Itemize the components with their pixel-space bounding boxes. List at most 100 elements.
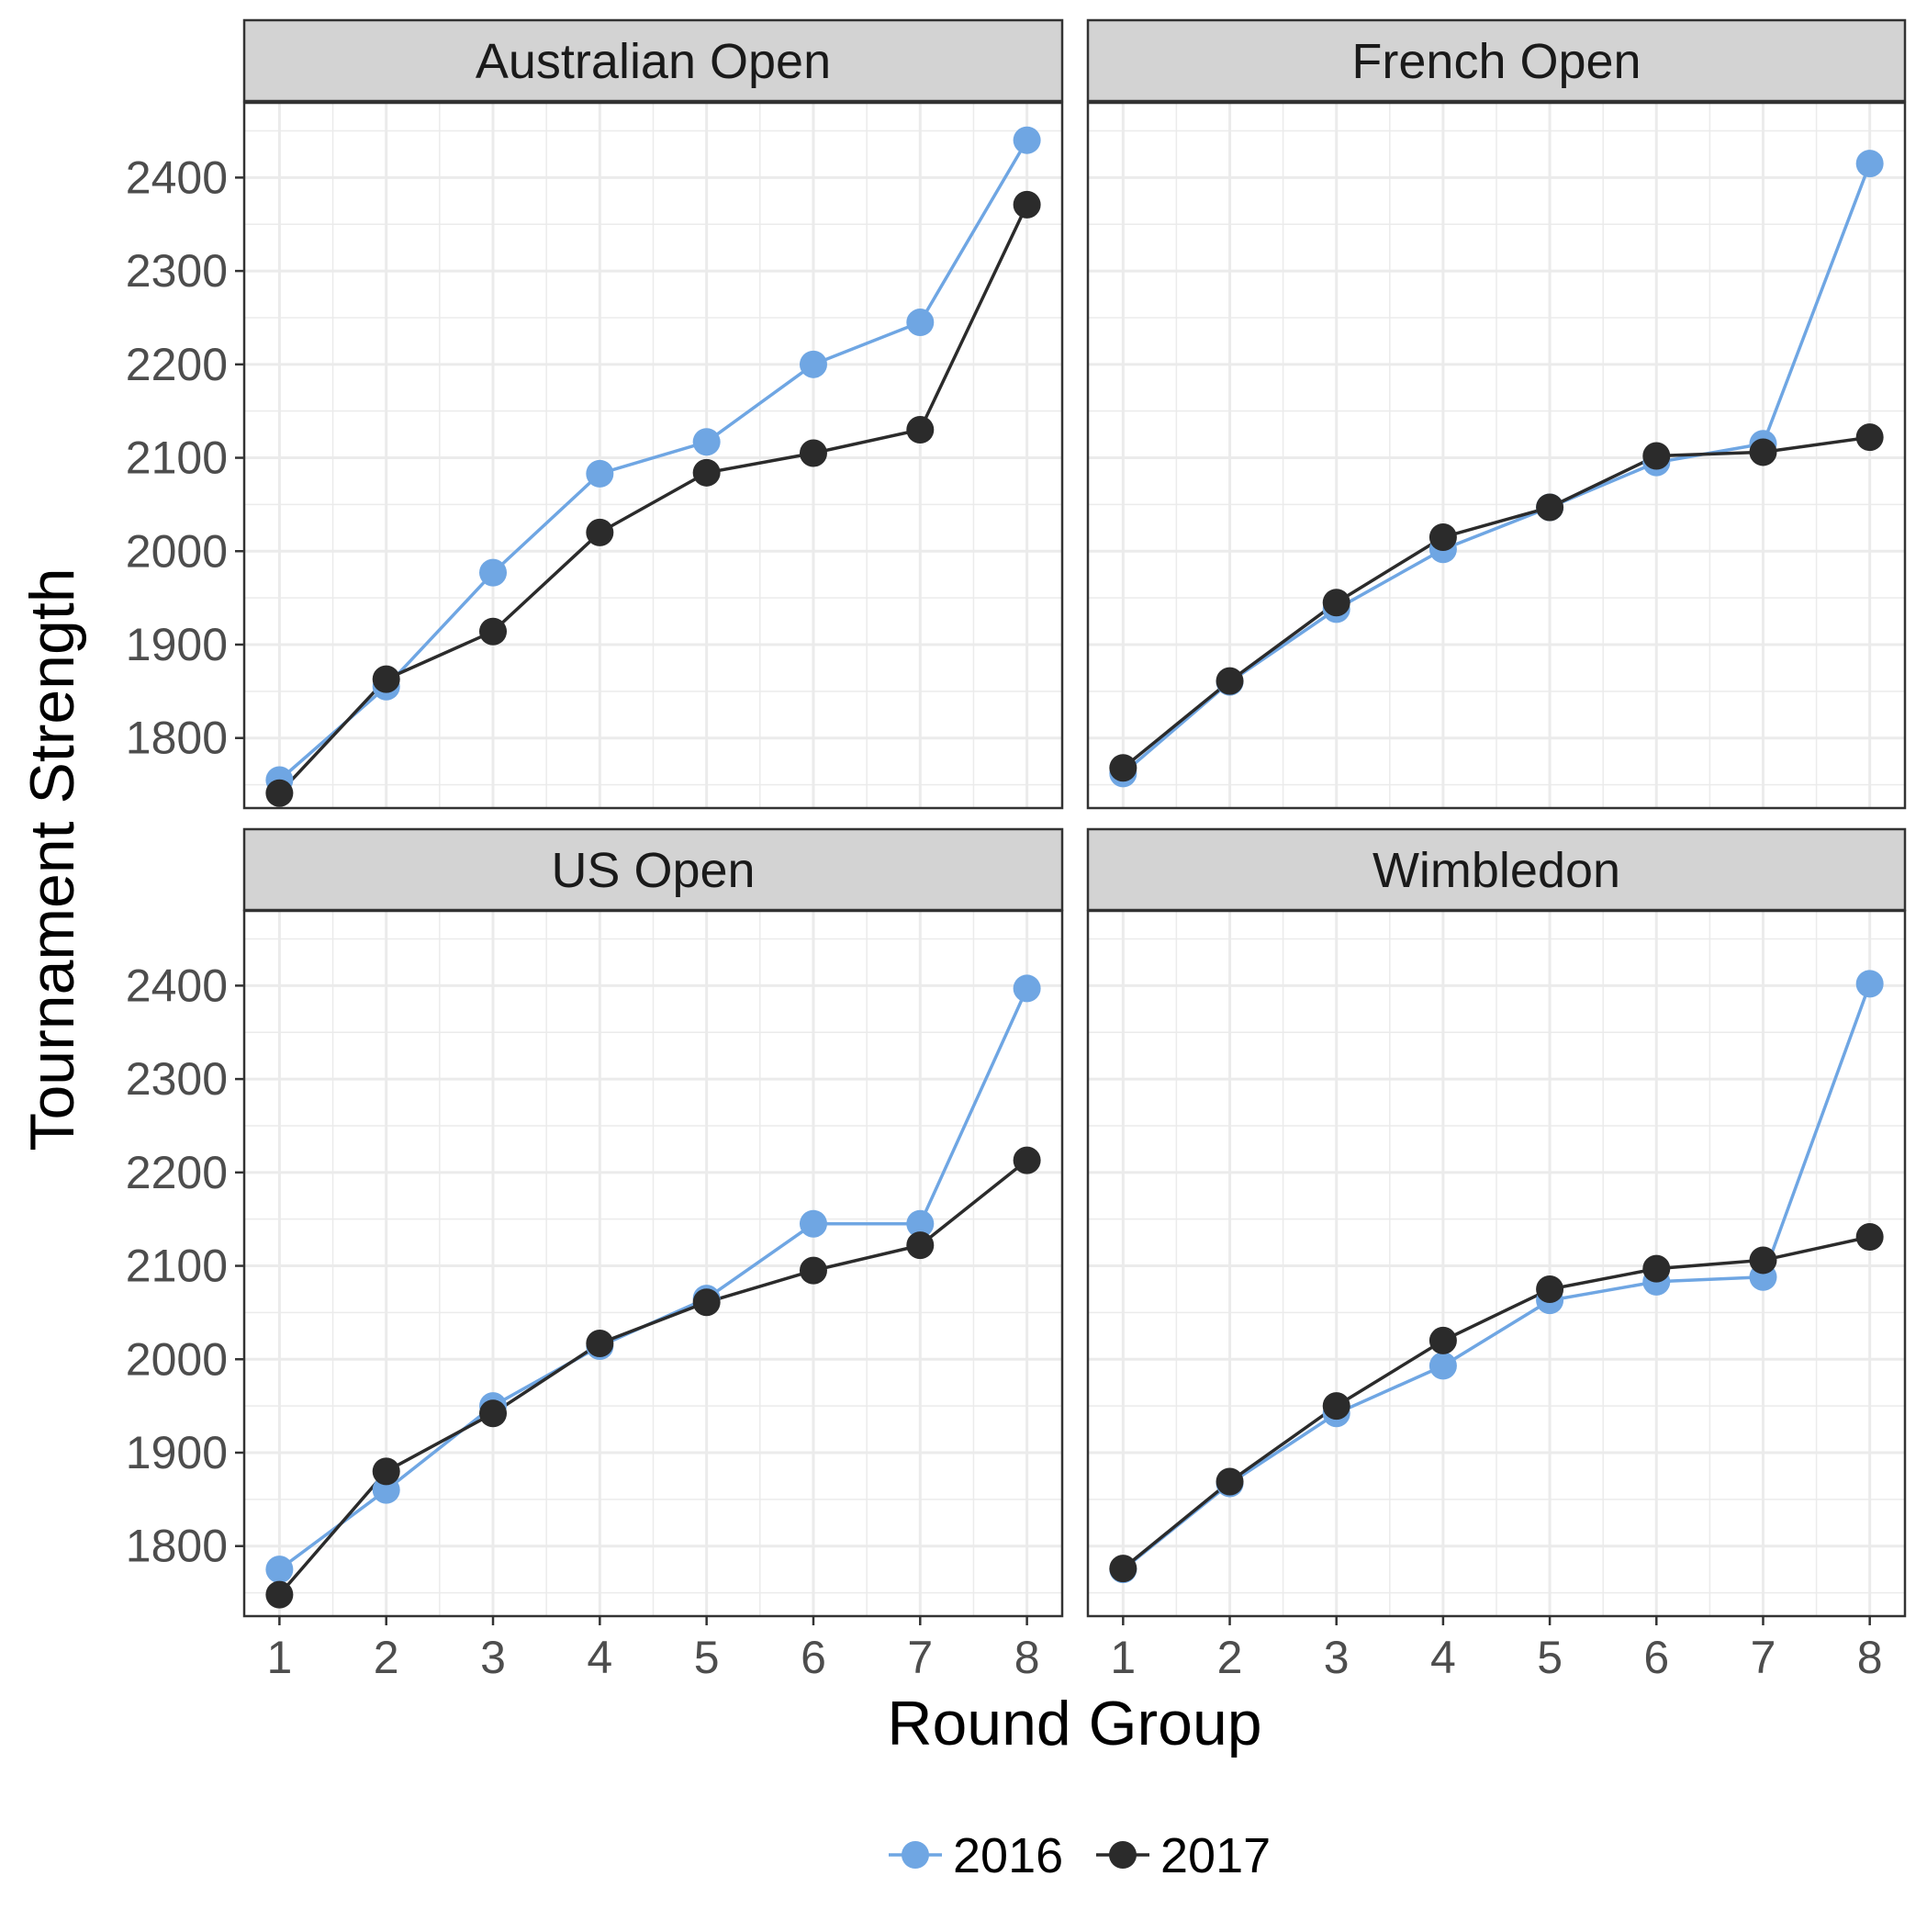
- strip-background: [1086, 827, 1907, 912]
- data-point-2017: [1642, 442, 1671, 470]
- x-tick-label: 2: [1217, 1632, 1243, 1683]
- data-point-2017: [692, 458, 721, 487]
- data-point-2016: [479, 558, 508, 587]
- data-point-2017: [1642, 1254, 1671, 1283]
- strip-background: [1086, 18, 1907, 103]
- data-point-2017: [1855, 423, 1884, 452]
- x-tick-label: 1: [1110, 1632, 1136, 1683]
- x-tick-label: 3: [1324, 1632, 1350, 1683]
- x-tick-label: 4: [1430, 1632, 1456, 1683]
- data-point-2017: [1749, 438, 1777, 466]
- data-point-2016: [1855, 150, 1884, 178]
- strip-background: [242, 18, 1064, 103]
- data-point-2016: [906, 309, 935, 337]
- y-tick-label: 2300: [126, 1053, 228, 1105]
- data-point-2017: [265, 1580, 294, 1609]
- data-point-2017: [1322, 589, 1350, 617]
- data-point-2017: [799, 1256, 827, 1285]
- strip-title: US Open: [551, 843, 755, 898]
- panel-wimbledon: Wimbledon 1 2 3 4 5 6 7 8: [1086, 827, 1907, 1683]
- x-tick-label: 8: [1014, 1632, 1040, 1683]
- strip-title: Wimbledon: [1372, 843, 1620, 898]
- x-tick-label: 7: [1751, 1632, 1776, 1683]
- legend-label: 2017: [1160, 1828, 1271, 1883]
- data-point-2017: [1109, 1555, 1137, 1583]
- x-tick-label: 6: [801, 1632, 826, 1683]
- y-axis-title: Tournament Strength: [17, 567, 87, 1151]
- x-tick-label: 2: [374, 1632, 399, 1683]
- x-axis-title: Round Group: [887, 1689, 1261, 1758]
- legend-entry-2016: 2016: [889, 1828, 1063, 1883]
- x-tick-label: 6: [1643, 1632, 1669, 1683]
- legend-label: 2016: [953, 1828, 1063, 1883]
- data-point-2016: [799, 350, 827, 378]
- data-point-2016: [265, 1556, 294, 1584]
- y-tick-label: 1800: [126, 1521, 228, 1572]
- series-line-2017: [1122, 435, 1870, 769]
- data-point-2017: [906, 1231, 935, 1260]
- data-point-2016: [692, 428, 721, 456]
- x-tick-label: 1: [266, 1632, 292, 1683]
- data-point-2016: [1013, 974, 1041, 1003]
- y-tick-label: 2200: [126, 339, 228, 390]
- y-tick-label: 2200: [126, 1147, 228, 1198]
- data-point-2017: [372, 665, 400, 693]
- strip-title: French Open: [1351, 34, 1641, 89]
- y-tick-label: 2000: [126, 525, 228, 577]
- data-point-2017: [1855, 1223, 1884, 1252]
- legend-entry-2017: 2017: [1096, 1828, 1271, 1883]
- y-tick-label: 1900: [126, 619, 228, 670]
- data-point-2017: [1322, 1392, 1350, 1421]
- series-line-2016: [278, 139, 1029, 781]
- data-point-2017: [1216, 667, 1244, 695]
- panel-french-open: French Open: [1086, 18, 1907, 810]
- data-point-2016: [1013, 126, 1041, 154]
- y-tick-label: 1900: [126, 1427, 228, 1478]
- x-tick-label: 5: [1537, 1632, 1563, 1683]
- data-point-2017: [1013, 1146, 1041, 1174]
- data-point-2016: [1428, 1352, 1457, 1380]
- x-tick-label: 7: [907, 1632, 933, 1683]
- strip-background: [242, 827, 1064, 912]
- y-tick-label: 2100: [126, 1241, 228, 1292]
- data-point-2017: [1536, 493, 1564, 522]
- data-point-2017: [799, 439, 827, 467]
- x-tick-label: 8: [1857, 1632, 1883, 1683]
- legend: 2016 2017: [889, 1828, 1271, 1883]
- data-point-2017: [1749, 1246, 1777, 1275]
- y-tick-label: 2300: [126, 245, 228, 297]
- data-point-2016: [1855, 970, 1884, 998]
- data-point-2017: [1109, 754, 1137, 782]
- data-point-2017: [692, 1288, 721, 1317]
- data-point-2017: [906, 416, 935, 444]
- y-tick-label: 2400: [126, 960, 228, 1011]
- panel-border: [1086, 101, 1907, 810]
- data-point-2017: [586, 1329, 614, 1357]
- y-tick-label: 2000: [126, 1333, 228, 1385]
- panel-border: [242, 101, 1064, 810]
- x-tick-label: 4: [587, 1632, 612, 1683]
- data-point-2017: [265, 779, 294, 807]
- data-point-2017: [1428, 1326, 1457, 1354]
- legend-key-point: [902, 1841, 929, 1869]
- data-point-2016: [586, 459, 614, 488]
- y-tick-label: 2100: [126, 432, 228, 484]
- data-point-2016: [906, 1209, 935, 1238]
- data-point-2017: [1428, 523, 1457, 552]
- legend-key-point: [1109, 1841, 1137, 1869]
- panel-us-open: US Open 1800 1900 2000 2100 2200 2300 2400 1 2 3 4 5…: [126, 827, 1064, 1683]
- data-point-2016: [799, 1209, 827, 1238]
- y-tick-label: 1800: [126, 713, 228, 764]
- series-line-2016: [1122, 983, 1872, 1571]
- x-tick-label: 3: [480, 1632, 506, 1683]
- series-line-2017: [278, 1159, 1028, 1596]
- data-point-2017: [479, 1399, 508, 1428]
- data-point-2017: [586, 518, 614, 546]
- series-line-2017: [278, 204, 1029, 794]
- strip-title: Australian Open: [476, 34, 831, 89]
- data-point-2017: [1013, 190, 1041, 219]
- data-point-2017: [1536, 1275, 1564, 1303]
- data-point-2017: [479, 617, 508, 646]
- data-point-2017: [372, 1457, 400, 1486]
